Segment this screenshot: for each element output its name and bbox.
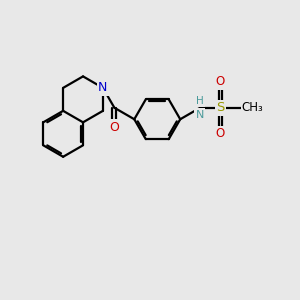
Text: N: N [98, 81, 108, 94]
Text: H: H [196, 96, 204, 106]
Text: S: S [216, 101, 224, 114]
Text: O: O [216, 127, 225, 140]
Text: O: O [110, 121, 119, 134]
Text: O: O [216, 75, 225, 88]
Text: CH₃: CH₃ [242, 101, 263, 114]
Text: N: N [196, 110, 204, 119]
